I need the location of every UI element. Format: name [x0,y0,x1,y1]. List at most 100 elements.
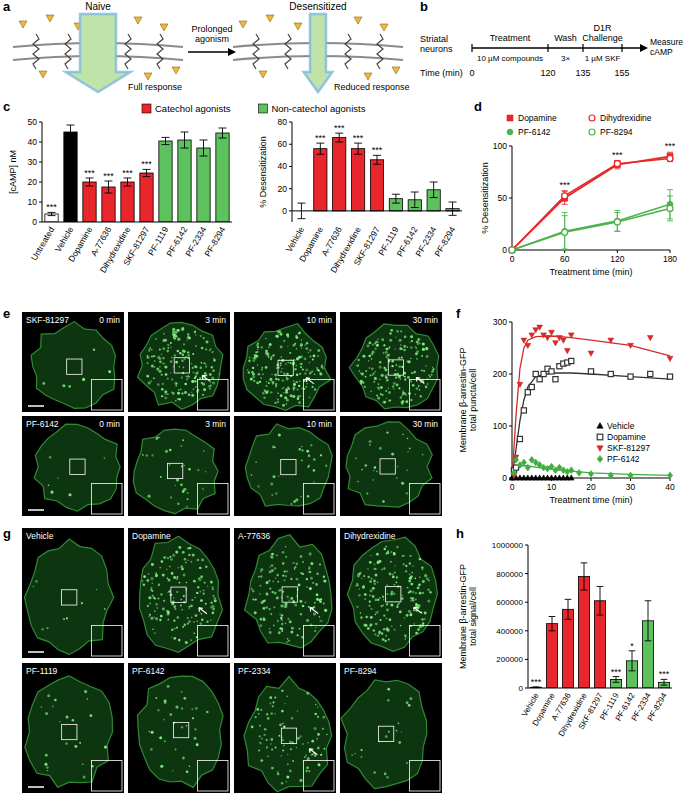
punctum [314,755,316,757]
text-line: neurons [420,44,453,54]
punctum [309,371,312,374]
cell [349,324,439,409]
punctum [145,576,147,578]
series-line [512,156,670,250]
bar [352,149,365,211]
punctum [185,375,187,377]
point [549,330,555,335]
punctum [33,586,35,588]
punctum [190,605,192,607]
punctum [308,455,310,457]
punctum [175,485,176,486]
punctum [424,611,427,614]
punctum [376,553,379,556]
arrow [416,378,424,384]
category-label: Dopamine [297,225,325,264]
punctum [281,782,283,784]
punctum [360,382,362,384]
punctum [309,571,311,573]
y-tick-label: 100 [493,421,507,431]
punctum [386,609,389,612]
punctum [406,565,408,567]
punctum [281,379,284,382]
punctum [173,330,175,332]
punctum [400,625,402,627]
punctum [320,598,322,600]
punctum [389,332,392,335]
punctum [367,344,370,347]
micrograph: 10 min [234,312,336,412]
line-chart: 050100% Desensitization060120180Treatmen… [480,113,677,277]
error-bar [661,679,668,685]
punctum [299,380,301,382]
punctum [306,450,309,453]
text-line: % Desensitization [480,162,490,234]
punctum [195,330,196,331]
panel-letter: d [474,99,482,114]
punctum [184,383,187,386]
punctum [280,394,283,397]
punctum [155,697,157,699]
error-bar [614,161,620,167]
punctum [213,359,215,361]
punctum [188,606,190,608]
legend-marker [597,455,603,462]
punctum [277,581,279,583]
point [529,333,535,338]
punctum [181,327,184,330]
punctum [47,694,50,697]
punctum [294,568,295,569]
panel-letter: h [456,526,464,541]
punctum [277,620,279,622]
punctum [278,589,281,592]
response-label: Reduced response [334,82,410,92]
punctum [315,627,316,628]
punctum [203,362,205,364]
punctum [262,392,265,395]
punctum [273,624,274,625]
punctum [87,698,88,699]
punctum [259,735,261,737]
punctum [387,357,389,359]
point [648,371,653,376]
error-bar [392,194,400,203]
punctum [359,572,361,574]
punctum [422,342,425,345]
punctum [209,373,212,376]
punctum [301,363,303,365]
punctum [374,466,376,468]
punctum [390,604,393,607]
legend-marker [507,115,513,121]
punctum [408,704,411,707]
punctum [204,372,207,375]
error-bar [614,161,620,169]
punctum [166,350,169,353]
punctum [324,609,327,612]
agonist [172,67,180,74]
punctum [379,361,381,363]
point [608,338,614,343]
punctum [256,382,258,384]
punctum [286,641,288,643]
punctum [281,368,283,370]
y-tick-label: 200000 [496,655,523,664]
segment-detail: 3× [561,54,570,63]
punctum [159,619,161,621]
punctum [375,614,376,615]
punctum [305,755,306,756]
punctum [283,340,285,342]
punctum [424,574,427,577]
punctum [188,620,191,623]
punctum [396,364,398,366]
punctum [172,392,175,395]
punctum [175,335,178,338]
punctum [271,569,274,572]
inset-box [91,379,122,410]
punctum [424,618,426,620]
punctum [260,571,262,573]
punctum [180,599,182,601]
punctum [288,388,290,390]
punctum [321,366,323,368]
punctum [411,599,413,601]
punctum [48,484,50,486]
